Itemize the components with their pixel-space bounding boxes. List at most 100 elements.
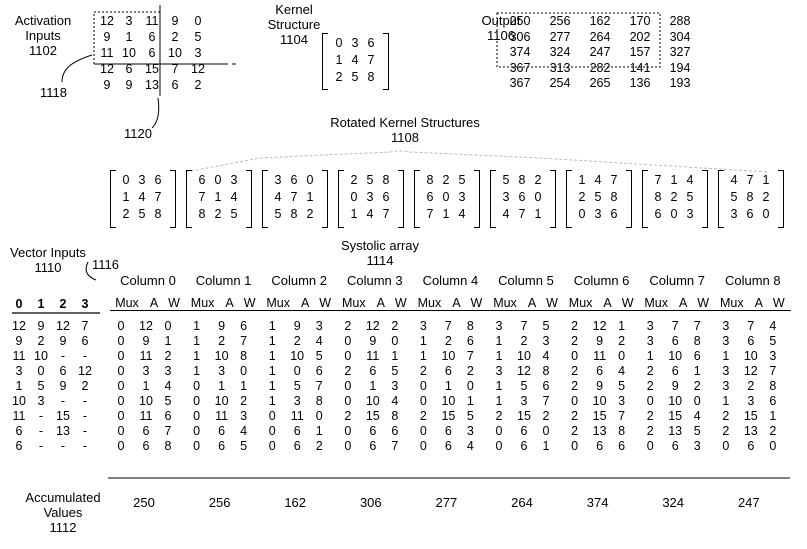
column-subheader: Mux A W bbox=[261, 296, 338, 311]
rotated-kernel-cell: 6 bbox=[610, 207, 618, 221]
column-cell: 6 bbox=[369, 439, 377, 453]
rotated-kernel-cell: 6 bbox=[198, 173, 206, 187]
rotated-kernel-cell: 5 bbox=[138, 207, 146, 221]
activation-cell: 13 bbox=[145, 78, 159, 92]
column-cell: 2 bbox=[646, 424, 654, 438]
column-cell: 1 bbox=[495, 349, 503, 363]
column-cell: 7 bbox=[671, 319, 679, 333]
column-cell: 10 bbox=[668, 349, 683, 363]
column-cell: 3 bbox=[419, 319, 427, 333]
vector-cell: 9 bbox=[59, 379, 67, 393]
column-title: Column 0 bbox=[120, 273, 176, 288]
vector-cell: 12 bbox=[56, 319, 70, 333]
column-cell: 3 bbox=[164, 364, 172, 378]
subheader-cell: W bbox=[470, 296, 483, 310]
column-cell: 2 bbox=[722, 424, 730, 438]
column-cell: 8 bbox=[542, 364, 550, 378]
output-cell: 265 bbox=[589, 76, 611, 90]
column-cell: 6 bbox=[466, 334, 474, 348]
rotated-kernel-cell: 8 bbox=[154, 207, 162, 221]
rotated-kernel-cell: 0 bbox=[214, 173, 222, 187]
accumulated-value: 256 bbox=[208, 495, 231, 510]
column-cell: 12 bbox=[592, 319, 607, 333]
column-cell: 0 bbox=[193, 439, 201, 453]
column-values: 3 7 4 3 6 5 1 10 3 3 12 7 3 2 8 1 3 6 2 15 1 2 13 2 0 6 0 bbox=[713, 319, 783, 454]
rotated-kernel-cell: 4 bbox=[502, 207, 510, 221]
column-cell: 1 bbox=[369, 379, 377, 393]
column-title: Column 5 bbox=[498, 273, 554, 288]
column-cell: 3 bbox=[722, 379, 730, 393]
column-cell: 6 bbox=[747, 334, 755, 348]
vector-cell: 11 bbox=[12, 409, 26, 423]
column-values: 1 9 6 1 2 7 1 10 8 1 3 0 0 1 1 0 10 2 0 11 3 0 6 4 0 6 5 bbox=[184, 319, 254, 454]
column-cell: 0 bbox=[315, 409, 323, 423]
column-cell: 8 bbox=[240, 349, 248, 363]
column-cell: 13 bbox=[668, 424, 683, 438]
rotated-kernel-cell: 1 bbox=[122, 190, 130, 204]
column-cell: 2 bbox=[164, 349, 172, 363]
column-cell: 0 bbox=[646, 394, 654, 408]
vector-cell: 11 bbox=[12, 349, 26, 363]
subheader-cell: W bbox=[243, 296, 256, 310]
column-cell: 8 bbox=[693, 334, 701, 348]
column-cell: 1 bbox=[693, 364, 701, 378]
column-cell: 15 bbox=[592, 409, 607, 423]
column-cell: 6 bbox=[693, 349, 701, 363]
rotated-kernel-bracket-left bbox=[186, 170, 192, 228]
column-cell: 6 bbox=[444, 424, 452, 438]
column-cell: 4 bbox=[618, 364, 626, 378]
rotated-kernel-cell: 3 bbox=[366, 190, 374, 204]
column-cell: 7 bbox=[747, 319, 755, 333]
rotated-kernel-cell: 4 bbox=[366, 207, 374, 221]
column-cell: 1 bbox=[769, 409, 777, 423]
output-cell: 367 bbox=[509, 60, 531, 75]
column-title: Column 6 bbox=[573, 273, 630, 288]
column-cell: 2 bbox=[571, 319, 579, 333]
column-cell: 10 bbox=[441, 394, 456, 408]
column-subheader: Mux A W bbox=[714, 296, 791, 311]
accumulated-value: 247 bbox=[737, 495, 760, 510]
vector-header-cell: 2 bbox=[59, 297, 67, 311]
column-cell: 2 bbox=[571, 364, 579, 378]
accumulated-value: 162 bbox=[284, 495, 307, 510]
column-cell: 3 bbox=[495, 319, 503, 333]
ref-1116: 1116 bbox=[92, 257, 119, 272]
column-cell: 0 bbox=[117, 319, 125, 333]
vector-header-cell: 3 bbox=[81, 297, 89, 311]
rotated-kernel-cell: 3 bbox=[594, 207, 602, 221]
column-cell: 2 bbox=[344, 319, 352, 333]
activation-cell: 9 bbox=[125, 78, 133, 92]
subheader-cell: Mux bbox=[719, 296, 744, 310]
rotated-kernel-cell: 1 bbox=[578, 173, 586, 187]
column-cell: 2 bbox=[571, 424, 579, 438]
column-cell: 7 bbox=[693, 319, 701, 333]
column-cell: 10 bbox=[290, 349, 305, 363]
column-cell: 6 bbox=[218, 424, 226, 438]
column-cell: 6 bbox=[671, 364, 679, 378]
vector-cell: 6 bbox=[15, 424, 23, 438]
column-cell: 2 bbox=[293, 334, 301, 348]
column-cell: 0 bbox=[344, 394, 352, 408]
rotated-kernel-cell: 8 bbox=[746, 190, 754, 204]
kernel-bracket-left bbox=[322, 33, 328, 90]
column-cell: 10 bbox=[517, 349, 531, 363]
column-cell: 4 bbox=[164, 379, 172, 393]
rotated-kernel-cell: 3 bbox=[730, 207, 738, 221]
column-cell: 6 bbox=[520, 439, 528, 453]
column-cell: 9 bbox=[293, 319, 301, 333]
subheader-cell: Mux bbox=[115, 296, 139, 310]
rotated-kernel-cell: 3 bbox=[458, 190, 466, 204]
vector-cell: - bbox=[60, 349, 66, 363]
rotated-kernel-cell: 2 bbox=[670, 190, 678, 204]
activation-cell: 11 bbox=[100, 46, 114, 60]
activation-cell: 12 bbox=[100, 62, 114, 76]
kernel-cell: 6 bbox=[367, 36, 375, 50]
column-cell: 7 bbox=[240, 334, 248, 348]
column-cell: 11 bbox=[139, 409, 153, 423]
vector-header-cell: 0 bbox=[15, 297, 23, 311]
ref-1120: 1120 bbox=[124, 126, 152, 141]
subheader-cell: A bbox=[452, 296, 461, 310]
output-cell: 141 bbox=[629, 60, 651, 75]
vector-cell: 9 bbox=[15, 334, 23, 348]
